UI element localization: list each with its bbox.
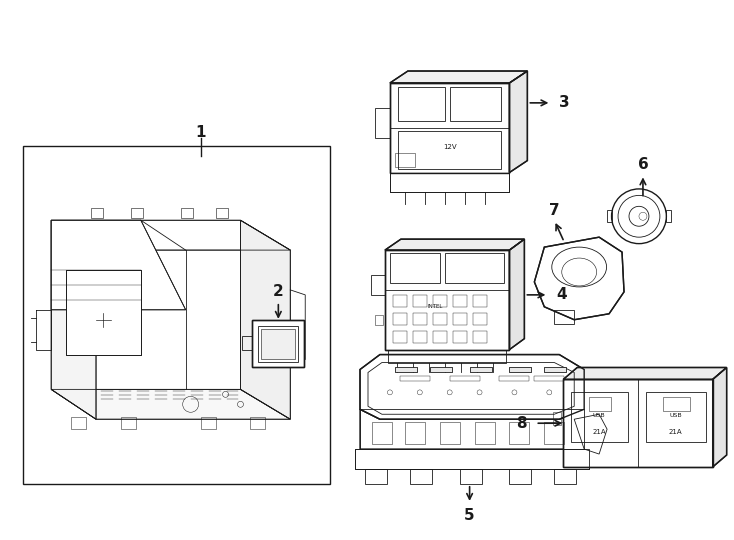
Polygon shape bbox=[360, 355, 584, 419]
Polygon shape bbox=[261, 329, 295, 359]
Polygon shape bbox=[390, 71, 528, 83]
Text: 1: 1 bbox=[195, 125, 206, 140]
Polygon shape bbox=[534, 237, 624, 320]
Polygon shape bbox=[355, 449, 589, 469]
Polygon shape bbox=[23, 146, 330, 484]
Ellipse shape bbox=[611, 189, 666, 244]
Polygon shape bbox=[252, 320, 304, 368]
Polygon shape bbox=[509, 367, 531, 373]
Text: 2: 2 bbox=[273, 285, 284, 299]
Polygon shape bbox=[470, 367, 492, 373]
Text: 21A: 21A bbox=[592, 429, 606, 435]
Text: USB: USB bbox=[669, 413, 682, 418]
Polygon shape bbox=[390, 172, 509, 192]
Polygon shape bbox=[395, 367, 417, 373]
Text: 6: 6 bbox=[638, 157, 648, 172]
Text: 12V: 12V bbox=[443, 144, 457, 150]
Polygon shape bbox=[545, 367, 566, 373]
Text: 5: 5 bbox=[465, 508, 475, 523]
Polygon shape bbox=[430, 367, 451, 373]
Text: 4: 4 bbox=[556, 287, 567, 302]
Polygon shape bbox=[713, 368, 727, 467]
Text: INTEL: INTEL bbox=[427, 305, 443, 309]
Polygon shape bbox=[51, 389, 290, 419]
Polygon shape bbox=[509, 239, 524, 349]
Polygon shape bbox=[360, 409, 584, 449]
Polygon shape bbox=[51, 220, 186, 310]
Polygon shape bbox=[390, 83, 509, 172]
Polygon shape bbox=[509, 71, 528, 172]
Polygon shape bbox=[385, 239, 524, 250]
Polygon shape bbox=[51, 220, 96, 419]
Polygon shape bbox=[563, 380, 713, 467]
Text: 7: 7 bbox=[549, 203, 559, 218]
Text: 8: 8 bbox=[516, 416, 527, 431]
Polygon shape bbox=[563, 368, 727, 380]
Polygon shape bbox=[66, 270, 141, 355]
Text: 3: 3 bbox=[559, 96, 570, 110]
Text: USB: USB bbox=[593, 413, 606, 418]
Text: 21A: 21A bbox=[669, 429, 683, 435]
Polygon shape bbox=[241, 220, 290, 419]
Polygon shape bbox=[51, 220, 290, 250]
Polygon shape bbox=[385, 250, 509, 349]
